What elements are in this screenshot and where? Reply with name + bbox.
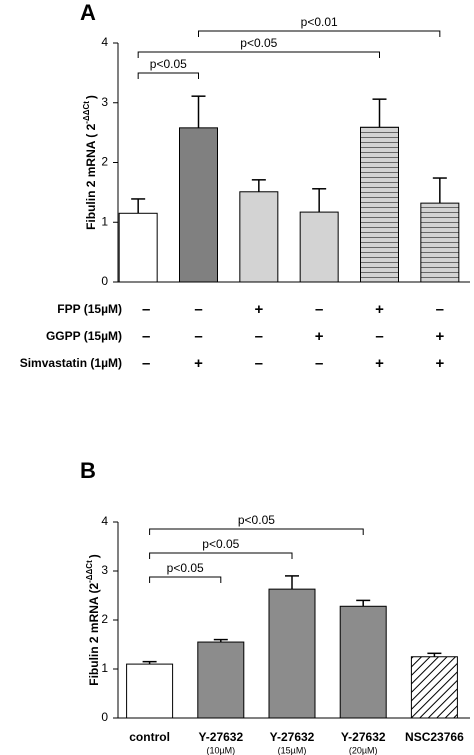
treatment-sign: – — [142, 301, 150, 318]
y-tick-label: 2 — [101, 155, 108, 169]
x-tick-label: control — [129, 730, 170, 744]
treatment-sign: – — [194, 301, 202, 318]
treatment-sign: + — [435, 355, 444, 372]
treatment-sign: + — [435, 328, 444, 345]
y-tick-label: 3 — [101, 95, 108, 109]
significance-label: p<0.05 — [150, 57, 187, 71]
significance-label: p<0.01 — [301, 15, 338, 29]
treatment-label: GGPP (15µM) — [46, 329, 122, 343]
x-tick-label: Y-27632 — [341, 730, 386, 744]
bar — [239, 191, 279, 283]
y-axis-label: Fibulin 2 mRNA (2-ΔΔCt) — [85, 554, 101, 686]
treatment-sign: – — [194, 328, 202, 345]
y-tick-label: 4 — [101, 514, 108, 528]
treatment-label: FPP (15µM) — [57, 302, 122, 316]
treatment-label: Simvastatin (1µM) — [20, 356, 122, 370]
bar — [299, 211, 339, 283]
significance-label: p<0.05 — [202, 537, 239, 551]
treatment-sign: – — [255, 355, 263, 372]
treatment-sign: – — [375, 328, 383, 345]
bar — [410, 656, 458, 719]
significance-bracket — [198, 30, 441, 37]
significance-label: p<0.05 — [167, 561, 204, 575]
treatment-sign: + — [375, 301, 384, 318]
bar — [197, 641, 245, 719]
bar — [339, 605, 387, 719]
x-tick-label: Y-27632 — [198, 730, 243, 744]
x-tick-label: NSC23766 — [405, 730, 464, 744]
bar — [179, 127, 218, 283]
treatment-sign: + — [375, 355, 384, 372]
significance-label: p<0.05 — [238, 513, 275, 527]
y-tick-label: 3 — [101, 563, 108, 577]
treatment-sign: – — [436, 301, 444, 318]
significance-bracket — [149, 576, 222, 583]
y-axis-label-main: Fibulin 2 mRNA (2 — [87, 583, 101, 686]
y-axis-label-sup: -ΔΔCt — [85, 560, 94, 583]
x-tick-sublabel: (15µM) — [278, 745, 307, 755]
significance-label: p<0.05 — [240, 36, 277, 50]
significance-bracket — [149, 528, 364, 535]
bar — [360, 126, 399, 283]
y-axis-label: Fibulin 2 mRNA ( 2-ΔΔCt) — [82, 95, 98, 230]
y-tick-label: 1 — [101, 214, 108, 228]
y-tick-label: 0 — [101, 710, 108, 724]
y-axis-label-end: ) — [87, 554, 101, 558]
treatment-sign: + — [194, 355, 203, 372]
y-tick-label: 4 — [101, 35, 108, 49]
y-tick-label: 2 — [101, 612, 108, 626]
significance-bracket — [149, 552, 293, 559]
treatment-sign: + — [315, 328, 324, 345]
treatment-sign: – — [142, 355, 150, 372]
y-axis-label-main: Fibulin 2 mRNA ( 2 — [84, 123, 98, 230]
treatment-sign: – — [315, 301, 323, 318]
bar — [420, 202, 460, 283]
y-axis-label-end: ) — [84, 95, 98, 99]
y-tick-label: 1 — [101, 661, 108, 675]
y-axis-label-sup: -ΔΔCt — [82, 101, 91, 124]
bar — [126, 663, 174, 719]
x-tick-sublabel: (20µM) — [349, 745, 378, 755]
y-tick-label: 0 — [101, 274, 108, 288]
treatment-sign: – — [315, 355, 323, 372]
panel-letter: A — [80, 0, 96, 25]
treatment-sign: – — [255, 328, 263, 345]
panel-letter: B — [80, 458, 96, 483]
treatment-sign: + — [254, 301, 263, 318]
treatment-sign: – — [142, 328, 150, 345]
bar — [268, 588, 316, 719]
bar — [118, 212, 158, 283]
significance-bracket — [137, 72, 199, 79]
significance-bracket — [137, 51, 380, 58]
x-tick-sublabel: (10µM) — [206, 745, 235, 755]
x-tick-label: Y-27632 — [270, 730, 315, 744]
